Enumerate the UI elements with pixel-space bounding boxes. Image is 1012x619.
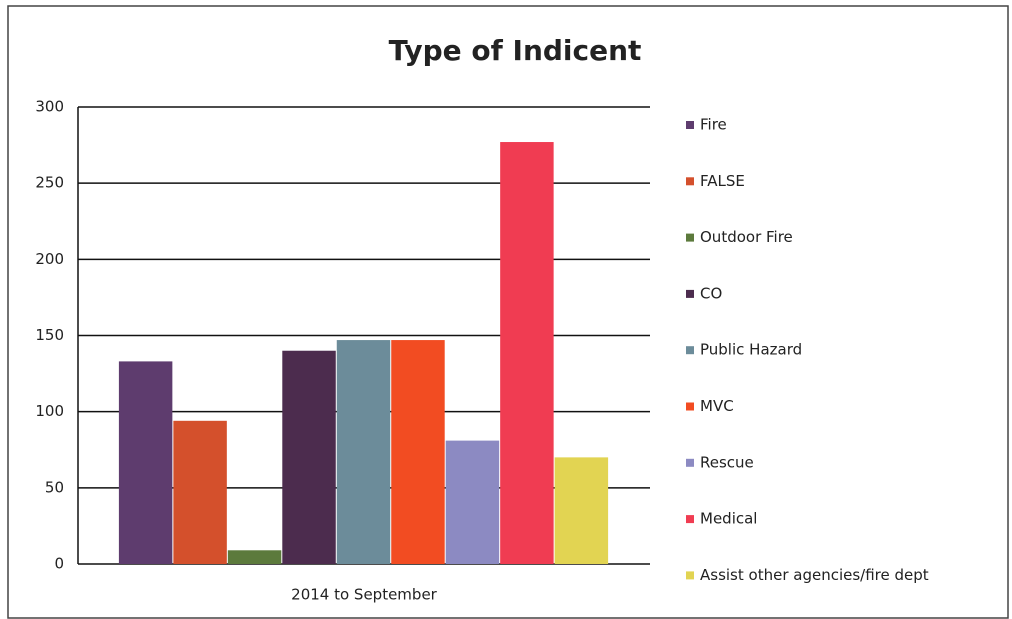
legend-swatch: [686, 458, 694, 467]
y-tick-label: 0: [54, 555, 64, 573]
legend-swatch: [686, 571, 694, 580]
y-tick-label: 150: [35, 326, 64, 344]
legend-label: Medical: [700, 510, 757, 528]
bar: [391, 340, 445, 564]
y-tick-label: 100: [35, 402, 64, 420]
legend-swatch: [686, 515, 694, 524]
x-tick-label: 2014 to September: [291, 586, 438, 604]
bar: [282, 350, 336, 564]
y-tick-label: 300: [35, 98, 64, 116]
bar: [336, 340, 391, 564]
frame: [7, 5, 1009, 619]
legend-label: MVC: [700, 397, 734, 415]
legend-swatch: [686, 233, 694, 242]
legend-label: Outdoor Fire: [700, 228, 793, 246]
legend-swatch: [686, 177, 694, 186]
legend-swatch: [686, 289, 694, 298]
bar: [173, 420, 227, 564]
legend-swatch: [686, 402, 694, 411]
y-tick-label: 50: [45, 478, 64, 496]
legend-label: Rescue: [700, 453, 754, 471]
legend-label: CO: [700, 284, 722, 302]
legend-swatch: [686, 346, 694, 355]
bar: [445, 440, 500, 564]
legend-label: Assist other agencies/fire dept: [700, 566, 929, 584]
legend-swatch: [686, 121, 694, 129]
y-tick-label: 200: [35, 250, 64, 268]
bar: [118, 361, 173, 564]
legend-label: Fire: [700, 116, 727, 134]
y-tick-label: 250: [35, 174, 64, 192]
bar: [554, 457, 609, 564]
legend-label: FALSE: [700, 172, 745, 190]
bar: [500, 142, 554, 564]
bar: [227, 550, 282, 564]
chart-title: Type of Indicent: [389, 34, 642, 67]
legend-label: Public Hazard: [700, 341, 802, 359]
